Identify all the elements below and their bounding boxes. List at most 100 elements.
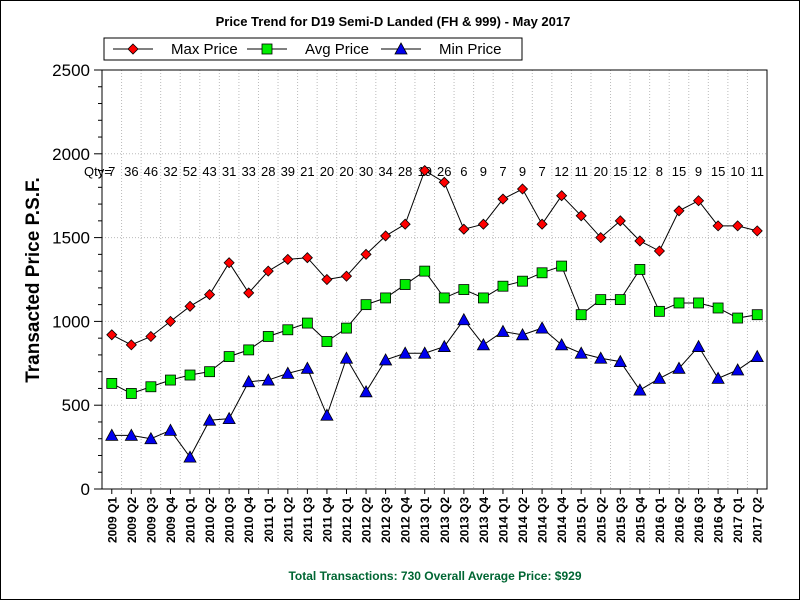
x-tick-label: 2013 Q2 — [438, 497, 452, 543]
avg-price-point — [262, 331, 274, 342]
y-tick-label: 2000 — [52, 145, 90, 164]
avg-price-point — [341, 322, 352, 334]
qty-value: 43 — [202, 164, 216, 179]
x-tick-label: 2017 Q1 — [731, 497, 745, 543]
max-price-point — [692, 195, 705, 207]
avg-price-point — [497, 280, 509, 292]
x-tick-label: 2011 Q3 — [301, 497, 315, 543]
min-price-point — [242, 374, 256, 388]
max-price-line — [111, 169, 758, 346]
qty-value: 31 — [222, 164, 236, 179]
avg-price-point — [145, 381, 157, 393]
avg-price-point — [693, 297, 704, 309]
avg-price-point — [380, 292, 392, 304]
plot-area: 0 500 1000 1500 2000 2500 2009 Q1 2009 Q2 2009 Q… — [52, 61, 768, 543]
x-tick-label: 2011 Q2 — [281, 497, 295, 543]
max-price-point — [106, 329, 118, 341]
avg-price-point — [595, 294, 607, 306]
avg-price-point — [634, 264, 646, 275]
min-price-point — [398, 346, 412, 359]
min-price-point — [261, 373, 275, 386]
max-price-point — [458, 223, 470, 235]
qty-value: 7 — [499, 164, 506, 179]
max-price-point — [751, 225, 763, 237]
qty-value: 21 — [300, 164, 314, 179]
legend-label-min-price: Min Price — [439, 41, 502, 58]
min-price-point — [378, 353, 393, 366]
avg-price-point — [165, 374, 176, 386]
max-price-point — [125, 339, 137, 351]
x-tick-label: 2013 Q3 — [457, 497, 471, 543]
qty-value: 33 — [241, 164, 255, 179]
avg-price-point — [125, 388, 137, 399]
max-price-point — [438, 176, 450, 188]
x-tick-label: 2015 Q2 — [594, 497, 608, 543]
min-price-point — [672, 361, 686, 374]
y-tick-label: 1000 — [52, 312, 90, 331]
max-price-point — [732, 220, 744, 232]
min-price-point — [202, 413, 217, 426]
avg-price-point — [204, 366, 215, 378]
qty-value: 28 — [261, 164, 275, 179]
x-tick-label: 2014 Q4 — [555, 497, 569, 543]
max-price-point — [673, 205, 685, 217]
x-tick-label: 2012 Q1 — [340, 497, 354, 543]
x-tick-label: 2012 Q3 — [379, 497, 393, 543]
x-tick-label: 2017 Q2 — [751, 497, 765, 543]
avg-price-point — [751, 309, 763, 321]
max-price-point — [536, 218, 548, 230]
legend-marker-avg-price — [261, 43, 273, 55]
min-price-point — [535, 321, 549, 334]
min-price-point — [496, 324, 510, 337]
qty-value: 11 — [574, 164, 588, 179]
avg-price-point — [243, 344, 255, 356]
min-price-point — [476, 338, 491, 351]
y-tick-label: 1500 — [52, 229, 90, 248]
max-price-point — [399, 218, 411, 230]
x-tick-label: 2016 Q4 — [712, 497, 726, 543]
max-price-point — [497, 193, 509, 205]
legend-marker-min-price — [394, 42, 408, 55]
min-price-point — [574, 346, 588, 359]
qty-value: 7 — [538, 164, 545, 179]
min-price-point — [554, 338, 569, 351]
legend-label-max-price: Max Price — [171, 41, 238, 58]
qty-value: 15 — [613, 164, 627, 179]
min-price-point — [281, 366, 295, 379]
max-price-point — [223, 257, 235, 269]
avg-price-point — [282, 324, 294, 336]
avg-price-point — [712, 302, 724, 314]
avg-price-point — [517, 275, 528, 287]
avg-price-point — [399, 279, 411, 290]
qty-value: 36 — [124, 164, 138, 179]
min-price-point — [222, 411, 236, 425]
avg-price-point — [360, 299, 372, 311]
qty-value: 28 — [398, 164, 412, 179]
max-price-point — [556, 190, 568, 202]
legend-label-avg-price: Avg Price — [305, 41, 369, 58]
max-price-point — [262, 265, 274, 277]
x-tick-label: 2014 Q1 — [496, 497, 510, 543]
max-price-point — [380, 230, 392, 242]
qty-value: 12 — [633, 164, 647, 179]
max-price-point — [282, 253, 294, 265]
x-tick-label: 2015 Q3 — [614, 497, 628, 543]
x-tick-label: 2011 Q1 — [262, 497, 276, 543]
qty-value: 20 — [594, 164, 608, 179]
x-tick-label: 2012 Q2 — [360, 497, 374, 543]
avg-price-line — [111, 265, 758, 395]
min-price-point — [124, 428, 139, 441]
y-tick-label: 0 — [81, 480, 90, 499]
avg-price-point — [223, 351, 235, 362]
y-tick-label: 500 — [62, 396, 90, 415]
min-price-point — [418, 346, 432, 359]
x-tick-label: 2015 Q4 — [633, 497, 647, 543]
x-tick-label: 2016 Q3 — [692, 497, 706, 543]
avg-price-point — [301, 317, 313, 329]
avg-price-point — [673, 297, 685, 309]
plot-border — [101, 69, 768, 490]
qty-value: 9 — [519, 164, 526, 179]
avg-price-point — [438, 292, 450, 304]
qty-value: 9 — [695, 164, 702, 179]
